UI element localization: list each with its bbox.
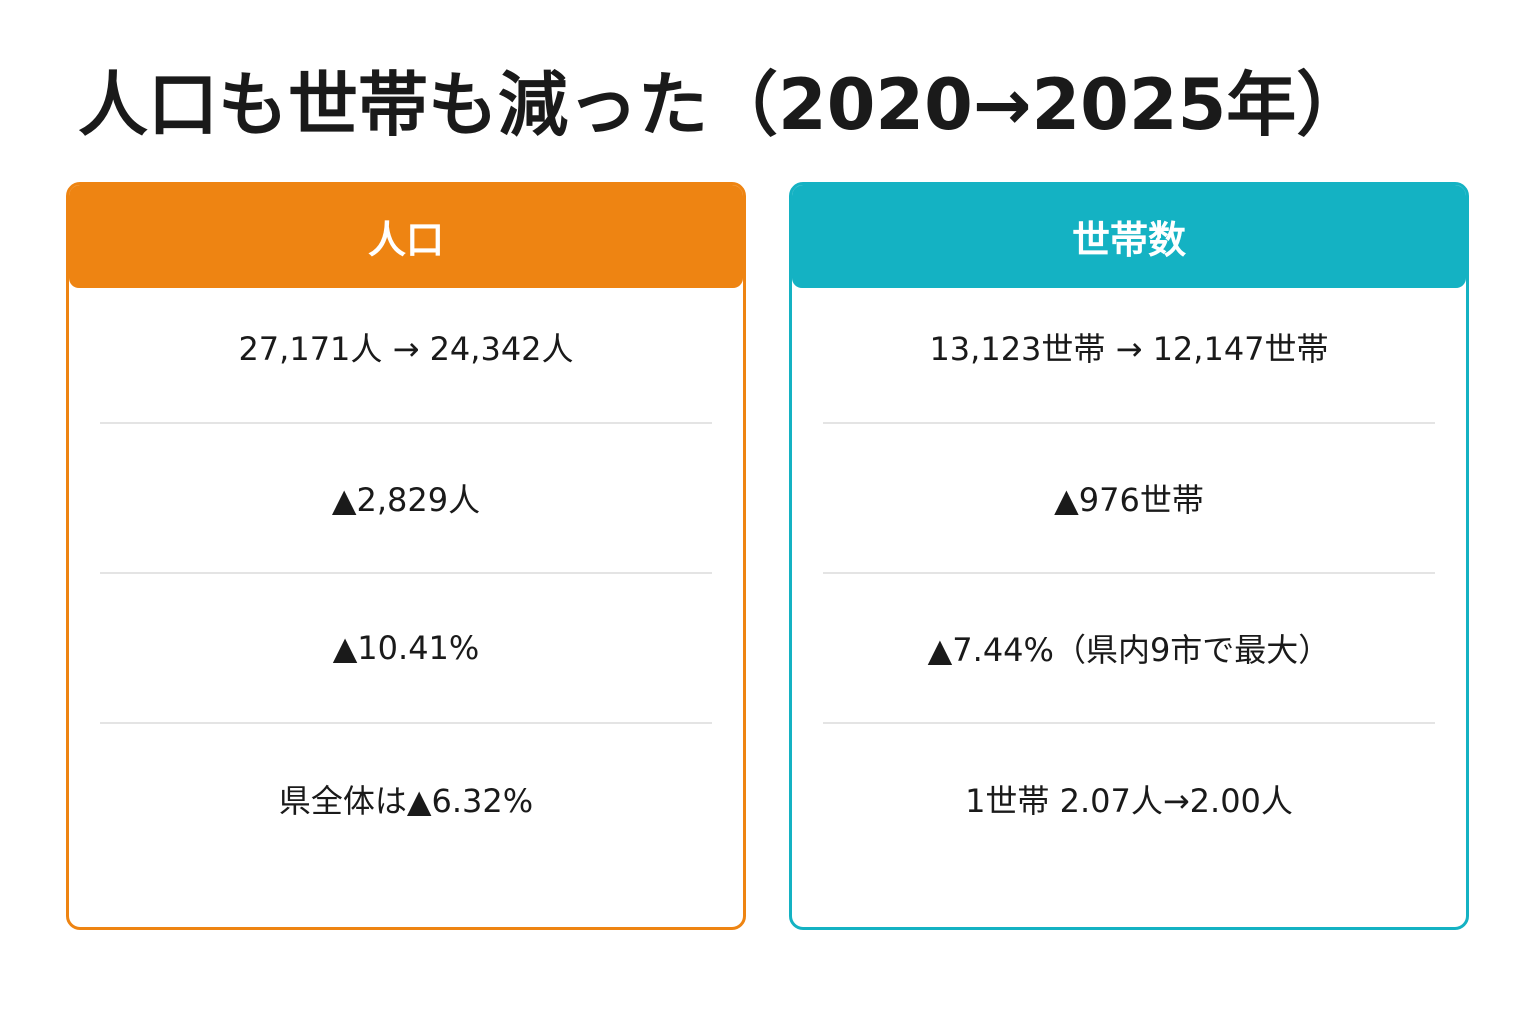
population-rows: 27,171人 → 24,342人 ▲2,829人 ▲10.41% 県全体は▲6… bbox=[100, 305, 712, 874]
page-title: 人口も世帯も減った（2020→2025年） bbox=[78, 64, 1367, 146]
households-decrease-row: ▲976世帯 bbox=[823, 424, 1435, 574]
population-decrease-row: ▲2,829人 bbox=[100, 424, 712, 574]
population-card: 人口 27,171人 → 24,342人 ▲2,829人 ▲10.41% 県全体… bbox=[66, 182, 746, 930]
households-rows: 13,123世帯 → 12,147世帯 ▲976世帯 ▲7.44%（県内9市で最… bbox=[823, 305, 1435, 874]
population-card-header: 人口 bbox=[69, 185, 743, 288]
households-card: 世帯数 13,123世帯 → 12,147世帯 ▲976世帯 ▲7.44%（県内… bbox=[789, 182, 1469, 930]
households-change-row: 13,123世帯 → 12,147世帯 bbox=[823, 272, 1435, 424]
population-change-row: 27,171人 → 24,342人 bbox=[100, 272, 712, 424]
population-rate-row: ▲10.41% bbox=[100, 574, 712, 724]
population-prefecture-row: 県全体は▲6.32% bbox=[278, 782, 534, 820]
households-rate-row: ▲7.44%（県内9市で最大） bbox=[823, 574, 1435, 724]
households-size-row: 1世帯 2.07人→2.00人 bbox=[965, 782, 1293, 820]
households-card-header: 世帯数 bbox=[792, 185, 1466, 288]
